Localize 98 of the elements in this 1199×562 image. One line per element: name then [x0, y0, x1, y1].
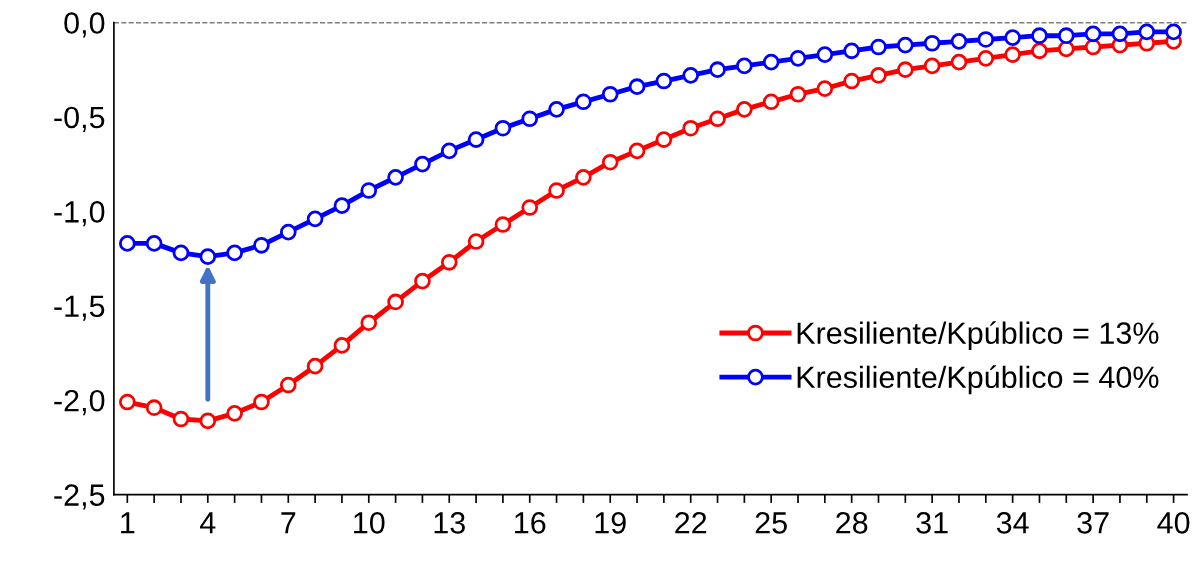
point: [414, 155, 431, 173]
legend-label: Kresiliente/Kpúblico = 40%: [797, 365, 1159, 395]
x-tick-label: 34: [996, 512, 1029, 534]
point: [870, 38, 887, 56]
point: [333, 197, 351, 214]
point: [601, 85, 619, 103]
x-tick-label: 10: [354, 512, 385, 534]
point: [360, 182, 378, 199]
point: [601, 153, 619, 171]
point: [896, 36, 914, 54]
point: [628, 78, 646, 96]
point: [118, 393, 136, 411]
point: [521, 199, 539, 216]
point: [548, 182, 565, 199]
y-tick-label: 0,0: [64, 12, 105, 38]
point: [1057, 40, 1075, 58]
x-tick-label: 31: [916, 512, 948, 534]
point: [440, 142, 458, 160]
point: [306, 210, 324, 228]
point: [145, 235, 163, 252]
point: [306, 357, 324, 375]
point: [816, 46, 834, 63]
point: [896, 61, 914, 79]
point: [279, 376, 297, 394]
point: [655, 72, 673, 90]
point: [253, 393, 270, 411]
x-tick-label: 19: [595, 512, 626, 534]
point: [1165, 23, 1182, 41]
point: [709, 61, 726, 79]
point: [923, 57, 941, 75]
point: [1031, 27, 1048, 45]
point: [575, 93, 592, 111]
x-tick-label: 22: [675, 512, 707, 534]
point: [494, 119, 512, 137]
x-tick-label: 7: [281, 512, 296, 534]
legend-label: Kresiliente/Kpúblico = 13%: [797, 321, 1159, 351]
point: [440, 253, 458, 271]
point: [494, 216, 512, 233]
point: [977, 50, 995, 67]
point: [923, 34, 941, 52]
point: [387, 293, 404, 311]
point: [789, 50, 807, 67]
y-tick-label: -1,0: [54, 201, 105, 227]
point: [736, 57, 753, 75]
point: [628, 142, 646, 160]
point: [762, 93, 780, 111]
point: [360, 314, 378, 332]
point: [226, 405, 243, 422]
point: [709, 110, 726, 128]
point: [279, 223, 297, 241]
point: [1004, 29, 1021, 46]
y-tick-label: -1,5: [54, 295, 105, 321]
point: [172, 244, 190, 262]
point: [333, 337, 351, 354]
point: [226, 244, 243, 262]
point: [950, 33, 968, 50]
x-tick-label: 37: [1077, 512, 1109, 534]
point: [1084, 25, 1102, 43]
point: [843, 72, 860, 90]
point: [789, 85, 807, 103]
x-tick-label: 28: [836, 512, 868, 534]
point: [950, 53, 968, 71]
x-tick-label: 13: [434, 512, 465, 534]
point: [1031, 42, 1048, 60]
point: [467, 131, 485, 148]
x-tick-label: 16: [515, 512, 546, 534]
point: [1057, 27, 1075, 45]
point: [548, 101, 565, 118]
point: [1111, 25, 1129, 43]
point: [682, 119, 700, 137]
y-tick-label: -2,5: [54, 484, 105, 510]
point: [655, 131, 673, 148]
point: [172, 410, 190, 428]
y-tick-label: -2,0: [54, 389, 105, 416]
point: [521, 110, 539, 128]
point: [467, 233, 485, 250]
point: [118, 235, 136, 252]
point: [870, 67, 887, 84]
point: [682, 67, 700, 84]
x-tick-label: 40: [1157, 512, 1190, 534]
point: [575, 168, 592, 186]
x-tick-label: 1: [121, 512, 135, 534]
x-tick-label: 25: [755, 512, 787, 534]
point: [977, 31, 995, 48]
point: [843, 42, 860, 60]
y-tick-label: -0,5: [54, 106, 105, 132]
point: [414, 272, 431, 290]
point: [1138, 23, 1156, 41]
point: [253, 236, 270, 254]
point: [199, 412, 217, 430]
point: [387, 168, 404, 186]
point: [762, 53, 780, 71]
x-tick-label: 4: [200, 512, 216, 534]
point: [1004, 46, 1021, 63]
point: [145, 399, 163, 417]
point: [199, 248, 217, 265]
point: [736, 101, 753, 118]
point: [816, 80, 834, 97]
